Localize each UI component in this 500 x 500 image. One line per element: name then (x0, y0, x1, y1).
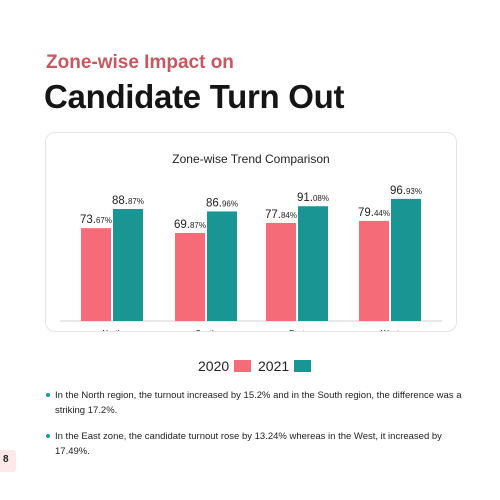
x-tick-label-south: South (196, 329, 217, 331)
chart-title: Zone-wise Trend Comparison (172, 152, 329, 166)
insight-text: In the North region, the turnout increas… (55, 390, 462, 416)
page-title: Candidate Turn Out (44, 78, 345, 115)
data-label-2021-south: 86.96% (206, 197, 238, 209)
bar-2020-east (266, 222, 296, 321)
page-number-badge: 8 (0, 450, 16, 472)
data-label-2020-south: 69.87% (174, 219, 206, 231)
data-label-2021-west: 96.93% (390, 185, 422, 197)
insight-text: In the East zone, the candidate turnout … (55, 431, 442, 457)
legend-label-2021: 2021 (258, 358, 290, 374)
insight-bullet: In the East zone, the candidate turnout … (46, 429, 466, 459)
insights-list: In the North region, the turnout increas… (46, 388, 466, 470)
legend-item-2021: 2021 (258, 358, 312, 374)
chart-card: Zone-wise Trend Comparison 73.67%88.87% N… (45, 132, 457, 332)
x-tick-label-north: North (102, 329, 122, 331)
legend-label-2020: 2020 (198, 358, 230, 374)
bullet-dot (46, 393, 50, 397)
data-label-2021-east: 91.08% (297, 192, 329, 204)
legend-item-2020: 2020 (198, 358, 252, 374)
bar-2021-south (207, 211, 237, 321)
bullet-dot (46, 434, 50, 438)
data-label-2020-north: 73.67% (80, 214, 112, 226)
data-label-2020-west: 79.44% (358, 207, 390, 219)
bar-2020-west (359, 220, 389, 321)
x-tick-label-west: West (381, 329, 400, 331)
legend-swatch-2020 (234, 360, 252, 372)
bar-2020-north (81, 228, 111, 321)
bar-2021-west (391, 198, 421, 321)
x-tick-label-east: East (289, 329, 306, 331)
section-subtitle: Zone-wise Impact on (46, 52, 234, 73)
data-label-2021-north: 88.87% (112, 195, 144, 207)
bar-2021-east (298, 206, 328, 321)
insight-bullet: In the North region, the turnout increas… (46, 388, 466, 418)
bar-chart: Zone-wise Trend Comparison 73.67%88.87% N… (60, 152, 442, 331)
legend: 2020 2021 (0, 358, 500, 378)
legend-swatch-2021 (294, 360, 312, 372)
data-label-2020-east: 77.84% (265, 209, 297, 221)
bar-2021-north (113, 209, 143, 321)
bar-2020-south (175, 232, 205, 321)
page-number: 8 (3, 454, 9, 465)
